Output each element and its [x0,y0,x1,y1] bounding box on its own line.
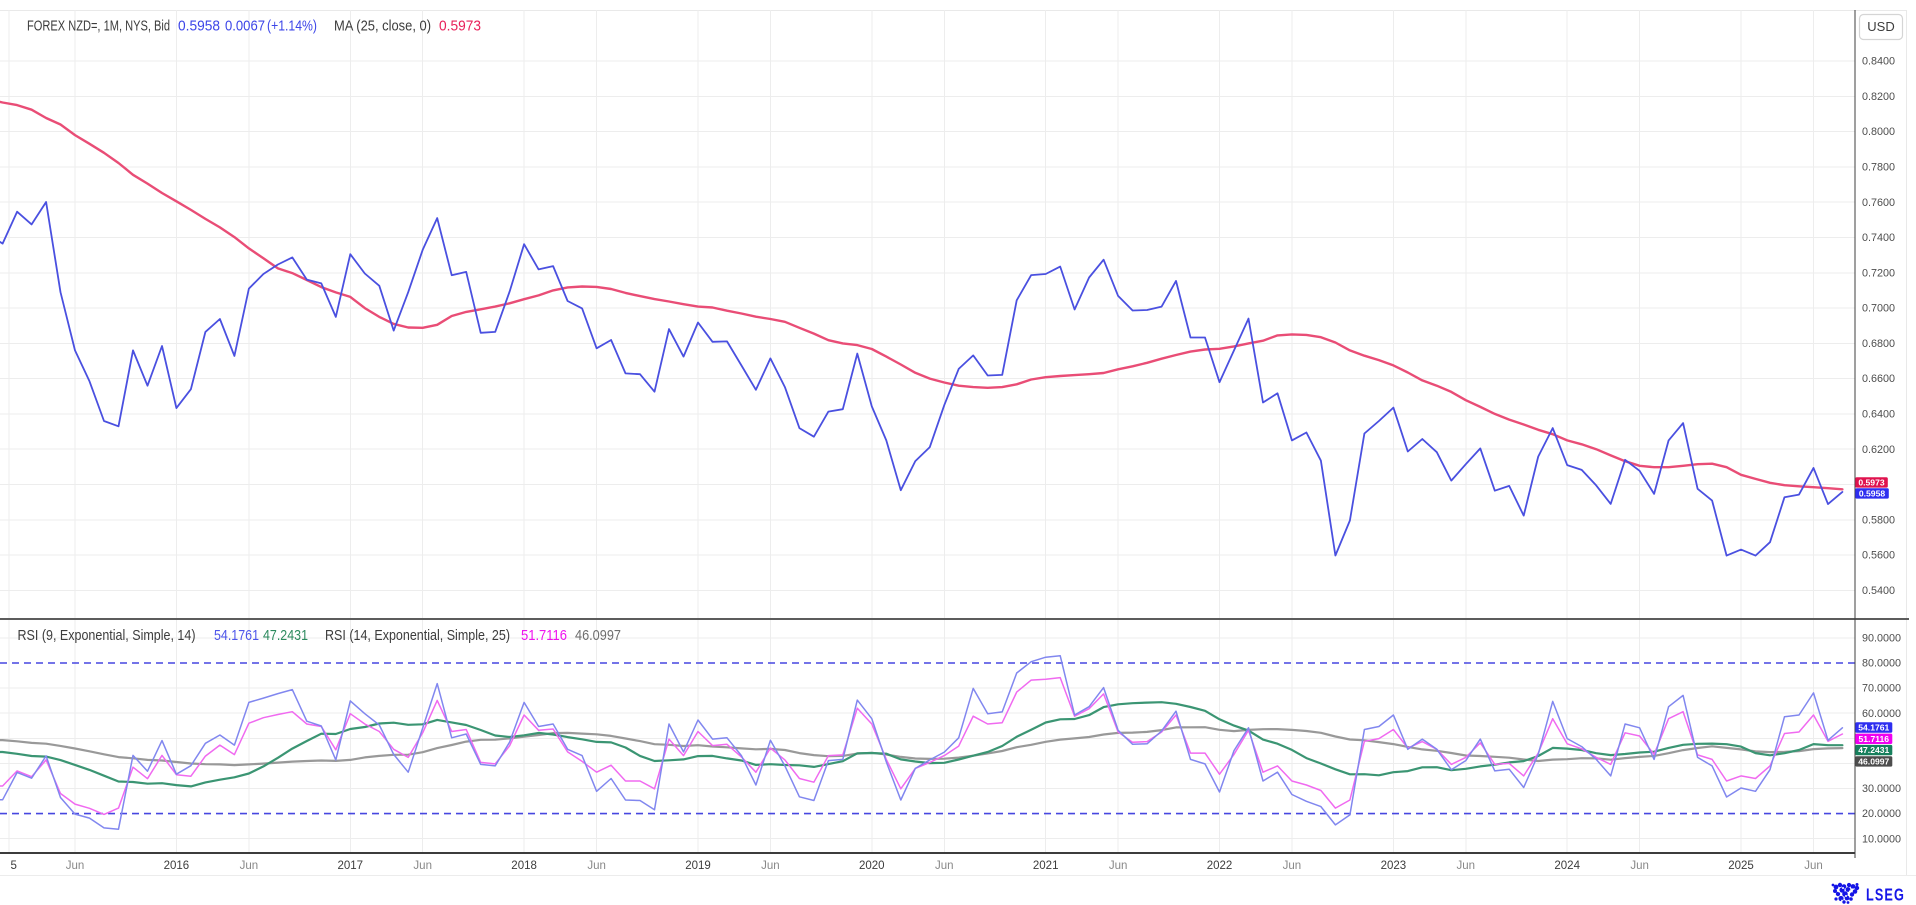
svg-text:2020: 2020 [859,860,885,872]
svg-text:0.6600: 0.6600 [1862,373,1895,385]
svg-text:Jun: Jun [935,860,954,872]
svg-text:2016: 2016 [164,860,190,872]
svg-text:Jun: Jun [1804,860,1823,872]
svg-text:Jun: Jun [1109,860,1128,872]
svg-text:Jun: Jun [1457,860,1476,872]
svg-text:2022: 2022 [1207,860,1233,872]
svg-text:0.5958: 0.5958 [1859,489,1886,499]
svg-text:0.6800: 0.6800 [1862,338,1895,350]
svg-text:47.2431: 47.2431 [1858,745,1889,755]
svg-text:0.7400: 0.7400 [1862,232,1895,244]
svg-text:2018: 2018 [511,860,537,872]
svg-text:0.7000: 0.7000 [1862,303,1895,315]
svg-text:0.8200: 0.8200 [1862,91,1895,103]
svg-text:60.0000: 60.0000 [1862,708,1901,720]
svg-text:54.1761: 54.1761 [1858,723,1889,733]
svg-text:Jun: Jun [587,860,606,872]
svg-text:10.0000: 10.0000 [1862,833,1901,845]
svg-text:Jun: Jun [761,860,780,872]
svg-text:2021: 2021 [1033,860,1059,872]
svg-text:5: 5 [11,860,17,872]
svg-text:2023: 2023 [1381,860,1407,872]
svg-text:30.0000: 30.0000 [1862,783,1901,795]
svg-text:Jun: Jun [240,860,259,872]
svg-text:0.6200: 0.6200 [1862,444,1895,456]
svg-text:RSI (9, Exponential, Simple, 1: RSI (9, Exponential, Simple, 14) 54.1761 4… [18,627,622,644]
svg-text:0.7800: 0.7800 [1862,162,1895,174]
svg-text:USD: USD [1867,19,1894,34]
svg-text:0.5600: 0.5600 [1862,550,1895,562]
svg-text:0.8400: 0.8400 [1862,56,1895,68]
svg-text:2024: 2024 [1554,860,1580,872]
svg-text:0.6400: 0.6400 [1862,409,1895,421]
svg-text:0.7200: 0.7200 [1862,267,1895,279]
svg-text:2025: 2025 [1728,860,1754,872]
svg-text:51.7116: 51.7116 [1859,734,1890,744]
svg-text:LSEG: LSEG [1866,885,1905,905]
svg-text:46.0997: 46.0997 [1858,757,1889,767]
svg-text:0.5400: 0.5400 [1862,585,1895,597]
svg-text:2019: 2019 [685,860,711,872]
svg-text:20.0000: 20.0000 [1862,808,1901,820]
svg-text:0.8000: 0.8000 [1862,126,1895,138]
svg-text:Jun: Jun [66,860,85,872]
svg-text:2017: 2017 [338,860,364,872]
svg-text:0.5973: 0.5973 [1858,478,1885,488]
svg-text:80.0000: 80.0000 [1862,658,1901,670]
svg-text:Jun: Jun [1630,860,1649,872]
svg-text:Jun: Jun [1283,860,1302,872]
svg-text:0.5800: 0.5800 [1862,514,1895,526]
svg-text:0.7600: 0.7600 [1862,197,1895,209]
svg-text:70.0000: 70.0000 [1862,683,1901,695]
svg-text:Jun: Jun [413,860,432,872]
svg-text:90.0000: 90.0000 [1862,633,1901,645]
